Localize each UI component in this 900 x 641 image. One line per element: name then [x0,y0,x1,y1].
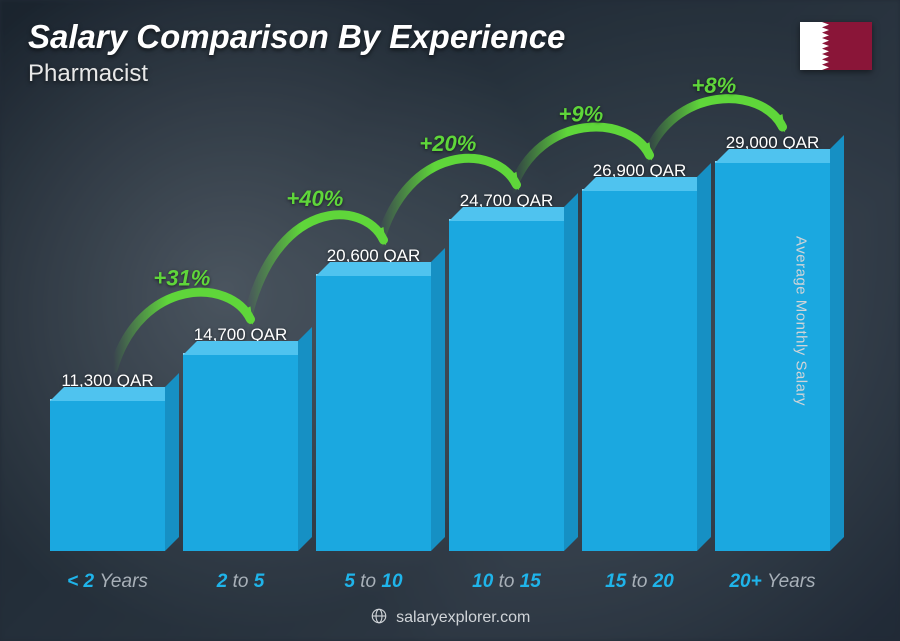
bar [183,353,298,551]
y-axis-label: Average Monthly Salary [793,236,810,406]
bar-top-face [582,177,711,191]
bar-group: 14,700 QAR [183,120,298,551]
bar [715,161,830,551]
bar-top-face [449,207,578,221]
x-axis-label: < 2 Years [50,571,165,593]
flag-white-band [800,22,822,70]
bar-side-face [830,135,844,551]
bar-side-face [431,248,445,551]
bar [50,399,165,551]
bar-chart: 11,300 QAR14,700 QAR20,600 QAR24,700 QAR… [50,120,830,551]
bar-side-face [298,327,312,551]
flag-maroon-band [822,22,872,70]
chart-subtitle: Pharmacist [28,60,872,88]
header: Salary Comparison By Experience Pharmaci… [28,18,872,88]
country-flag-qatar [800,22,872,70]
x-axis-label: 2 to 5 [183,571,298,593]
bar [582,189,697,551]
bar-top-face [715,149,844,163]
bar [449,219,564,551]
x-axis-label: 15 to 20 [582,571,697,593]
x-axis-labels: < 2 Years 2 to 5 5 to 10 10 to 15 15 to 20 20… [50,571,830,593]
x-axis-label: 20+ Years [715,571,830,593]
bar-group: 24,700 QAR [449,120,564,551]
x-axis-label: 10 to 15 [449,571,564,593]
flag-serration [822,22,829,70]
bar-top-face [316,262,445,276]
chart-title: Salary Comparison By Experience [28,18,872,56]
bar-group: 20,600 QAR [316,120,431,551]
bar-side-face [697,163,711,551]
x-axis-label: 5 to 10 [316,571,431,593]
globe-icon [370,607,388,625]
bar-group: 11,300 QAR [50,120,165,551]
bar-top-face [50,387,179,401]
bar-group: 29,000 QAR [715,120,830,551]
footer: salaryexplorer.com [0,607,900,627]
bar-top-face [183,341,312,355]
bar-group: 26,900 QAR [582,120,697,551]
bar-side-face [564,193,578,551]
footer-site: salaryexplorer.com [396,609,530,626]
bar [316,274,431,551]
bar-side-face [165,373,179,551]
